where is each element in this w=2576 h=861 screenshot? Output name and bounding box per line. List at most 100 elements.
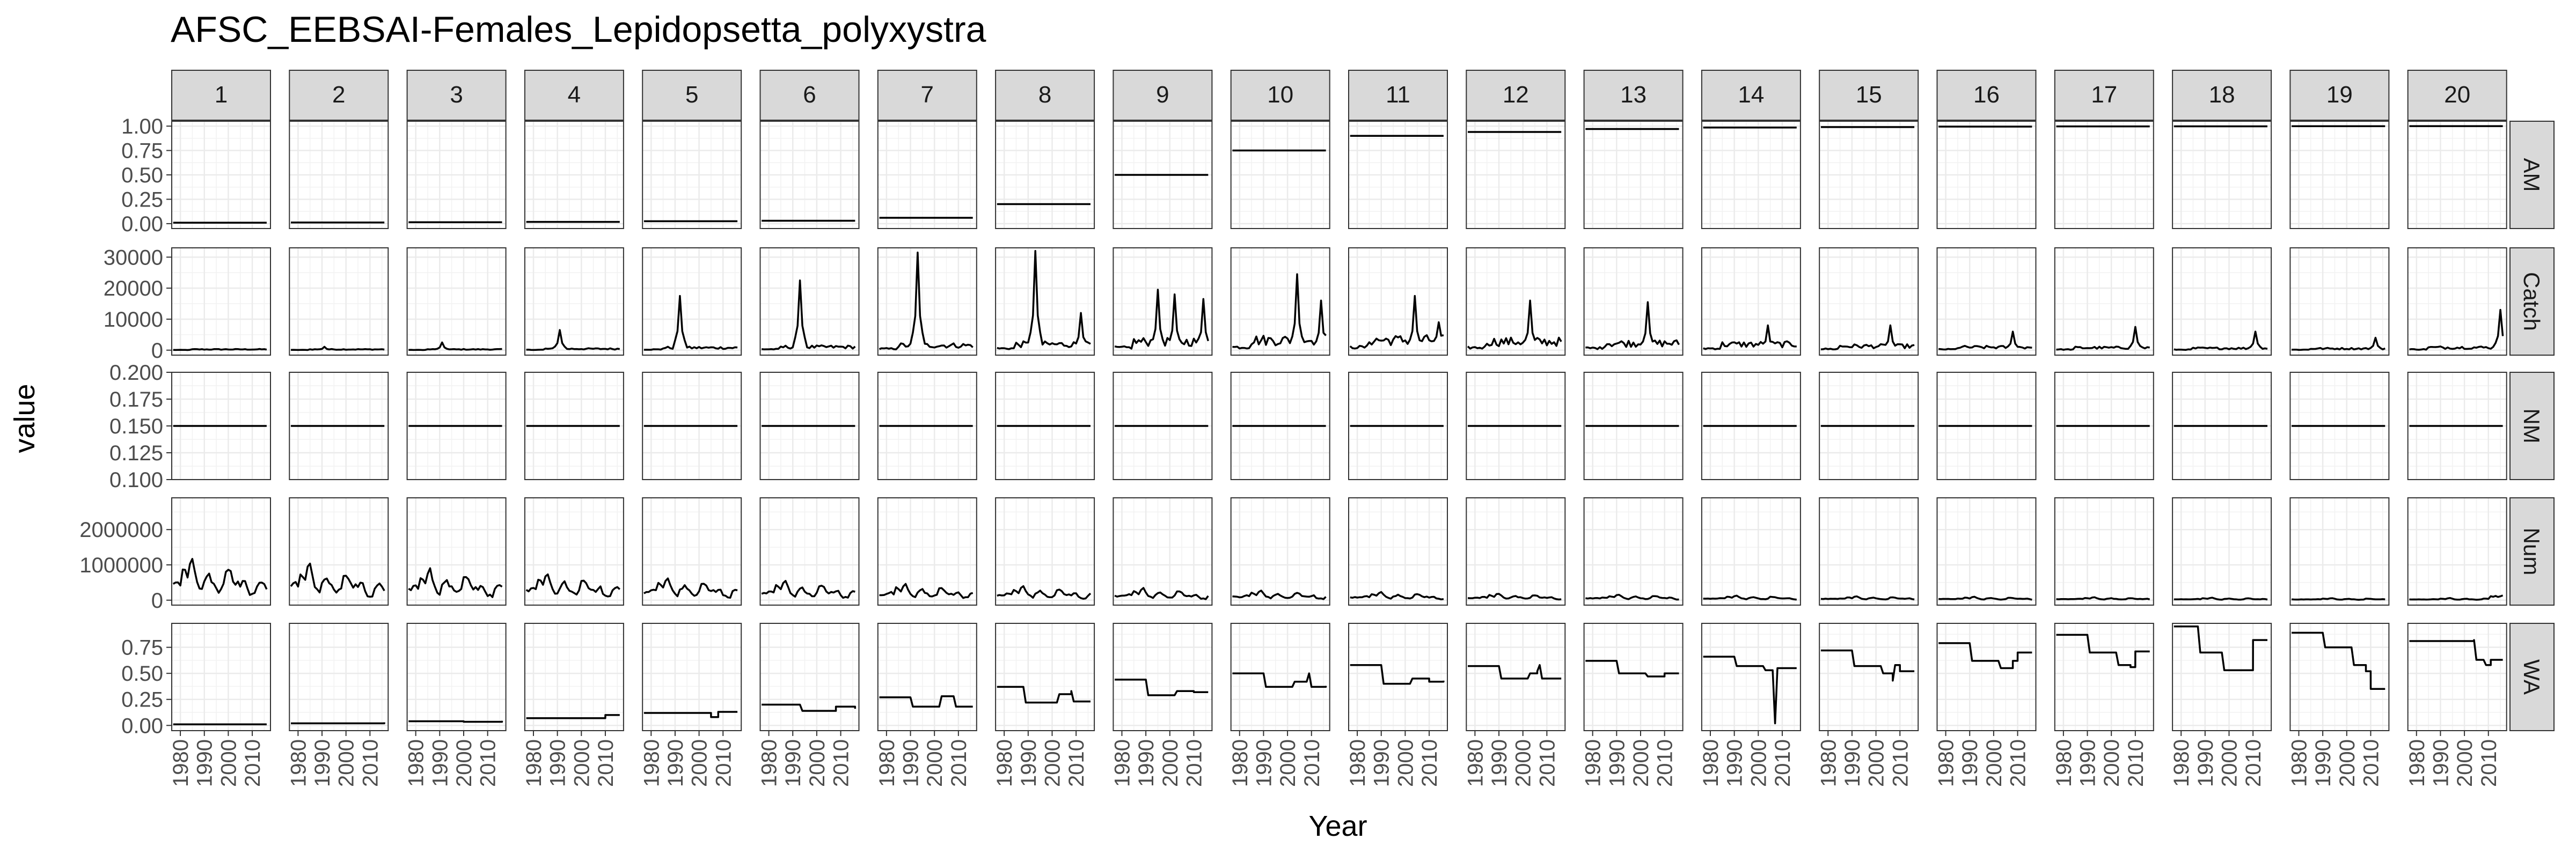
panel-border: [1701, 623, 1801, 731]
x-tick-label: 1990: [899, 739, 923, 787]
x-tick-label: 2010: [358, 739, 382, 787]
series-line-Num-4: [525, 573, 620, 598]
x-tick-label: 2010: [2359, 739, 2383, 787]
x-tick-label: 1990: [1135, 739, 1158, 787]
facet-panels: 1 2 3 4 5 6 7 8 9 10 11 12 13 14 15 16 17 18 19 20AM0.000.2…: [79, 70, 2555, 787]
panel-bg: [1113, 498, 1212, 605]
panel-bg: [2290, 498, 2389, 605]
panel-bg: [642, 623, 742, 731]
column-strip-9: [1113, 70, 1213, 121]
panel-border: [1113, 623, 1213, 731]
panel-WA-16: [1936, 623, 2037, 731]
panel-NM-1: [171, 371, 271, 481]
panel-bg: [1231, 498, 1330, 605]
panel-WA-5: [642, 623, 742, 731]
x-tick-label: 1980: [1346, 739, 1370, 787]
panel-border: [1701, 121, 1801, 229]
panel-NM-9: [1113, 371, 1213, 481]
panel-Catch-6: [759, 247, 860, 356]
series-line-Num-11: [1350, 591, 1444, 601]
x-tick-label: 2000: [923, 739, 947, 787]
panel-border: [1701, 247, 1801, 356]
panel-Catch-1: [171, 247, 271, 356]
panel-WA-6: [759, 623, 860, 731]
x-tick-label: 2000: [2453, 739, 2477, 787]
panel-border: [1936, 372, 2037, 480]
panel-WA-15: [1819, 623, 1919, 731]
panel-Num-5: [642, 497, 742, 606]
panel-WA-17: [2054, 623, 2154, 731]
x-tick-label: 1990: [428, 739, 452, 787]
panel-border: [171, 623, 271, 731]
panel-bg: [1584, 623, 1683, 731]
x-tick-label: 1990: [1370, 739, 1394, 787]
x-tick-label: 1980: [1817, 739, 1840, 787]
panel-bg: [1701, 498, 1801, 605]
panel-border: [171, 247, 271, 356]
panel-bg: [996, 498, 1095, 605]
panel-border: [171, 497, 271, 606]
panel-border: [2054, 247, 2154, 356]
panel-NM-18: [2172, 371, 2272, 481]
column-strip-4: [524, 70, 624, 121]
panel-border: [171, 372, 271, 480]
panel-bg: [2407, 248, 2507, 355]
series-line-Num-14: [1703, 594, 1797, 601]
x-tick-label: 1980: [993, 739, 1016, 787]
panel-Num-11: [1348, 497, 1448, 606]
panel-WA-4: [524, 623, 624, 731]
panel-bg: [407, 498, 506, 605]
panel-AM-8: [995, 121, 1095, 229]
panel-Num-8: [995, 497, 1095, 606]
panel-border: [877, 623, 977, 731]
panel-NM-3: [406, 371, 507, 481]
column-strip-18: [2172, 70, 2272, 121]
panel-bg: [1584, 248, 1683, 355]
panel-bg: [1349, 623, 1447, 731]
panel-border: [1348, 247, 1448, 356]
x-tick-label: 2010: [241, 739, 265, 787]
series-line-WA-20: [2409, 639, 2504, 666]
x-tick-label: 1980: [2405, 739, 2429, 787]
series-line-Num-2: [290, 562, 385, 598]
panel-Catch-4: [524, 247, 624, 356]
panel-WA-18: [2172, 623, 2272, 731]
panel-border: [1583, 623, 1684, 731]
panel-bg: [289, 248, 389, 355]
x-tick-label: 2000: [806, 739, 829, 787]
x-tick-label: 2010: [1418, 739, 1441, 787]
series-line-WA-5: [643, 711, 738, 718]
x-tick-label: 1980: [1110, 739, 1134, 787]
panel-bg: [1466, 248, 1565, 355]
x-tick-label: 2010: [477, 739, 500, 787]
panel-bg: [760, 248, 859, 355]
x-tick-label: 1980: [405, 739, 428, 787]
row-strip-label-NM: NM: [2519, 408, 2544, 443]
panel-NM-8: [995, 371, 1095, 481]
panel-AM-1: [171, 121, 271, 229]
panel-bg: [172, 623, 270, 731]
panel-Num-4: [524, 497, 624, 606]
panel-border: [877, 247, 977, 356]
x-tick-label: 2010: [1771, 739, 1795, 787]
column-strip-label-15: 15: [1856, 82, 1882, 108]
column-strip-label-11: 11: [1386, 82, 1410, 108]
panel-border: [759, 372, 860, 480]
column-strip-label-7: 7: [921, 82, 934, 108]
series-line-Num-9: [1114, 587, 1209, 600]
panel-AM-9: [1113, 121, 1213, 229]
panel-bg: [1231, 623, 1330, 731]
panel-Catch-9: [1113, 247, 1213, 356]
x-tick-label: 2000: [1629, 739, 1653, 787]
series-line-WA-7: [879, 695, 974, 708]
panel-bg: [172, 248, 270, 355]
panel-WA-11: [1348, 623, 1448, 731]
y-tick-label-WA: 0.25: [121, 688, 163, 712]
panel-border: [289, 247, 389, 356]
panel-WA-14: [1701, 623, 1801, 731]
panel-bg: [407, 623, 506, 731]
x-tick-label: 1990: [2311, 739, 2335, 787]
panel-border: [1936, 247, 2037, 356]
x-tick-label: 2000: [570, 739, 594, 787]
column-strip-label-8: 8: [1038, 82, 1051, 108]
